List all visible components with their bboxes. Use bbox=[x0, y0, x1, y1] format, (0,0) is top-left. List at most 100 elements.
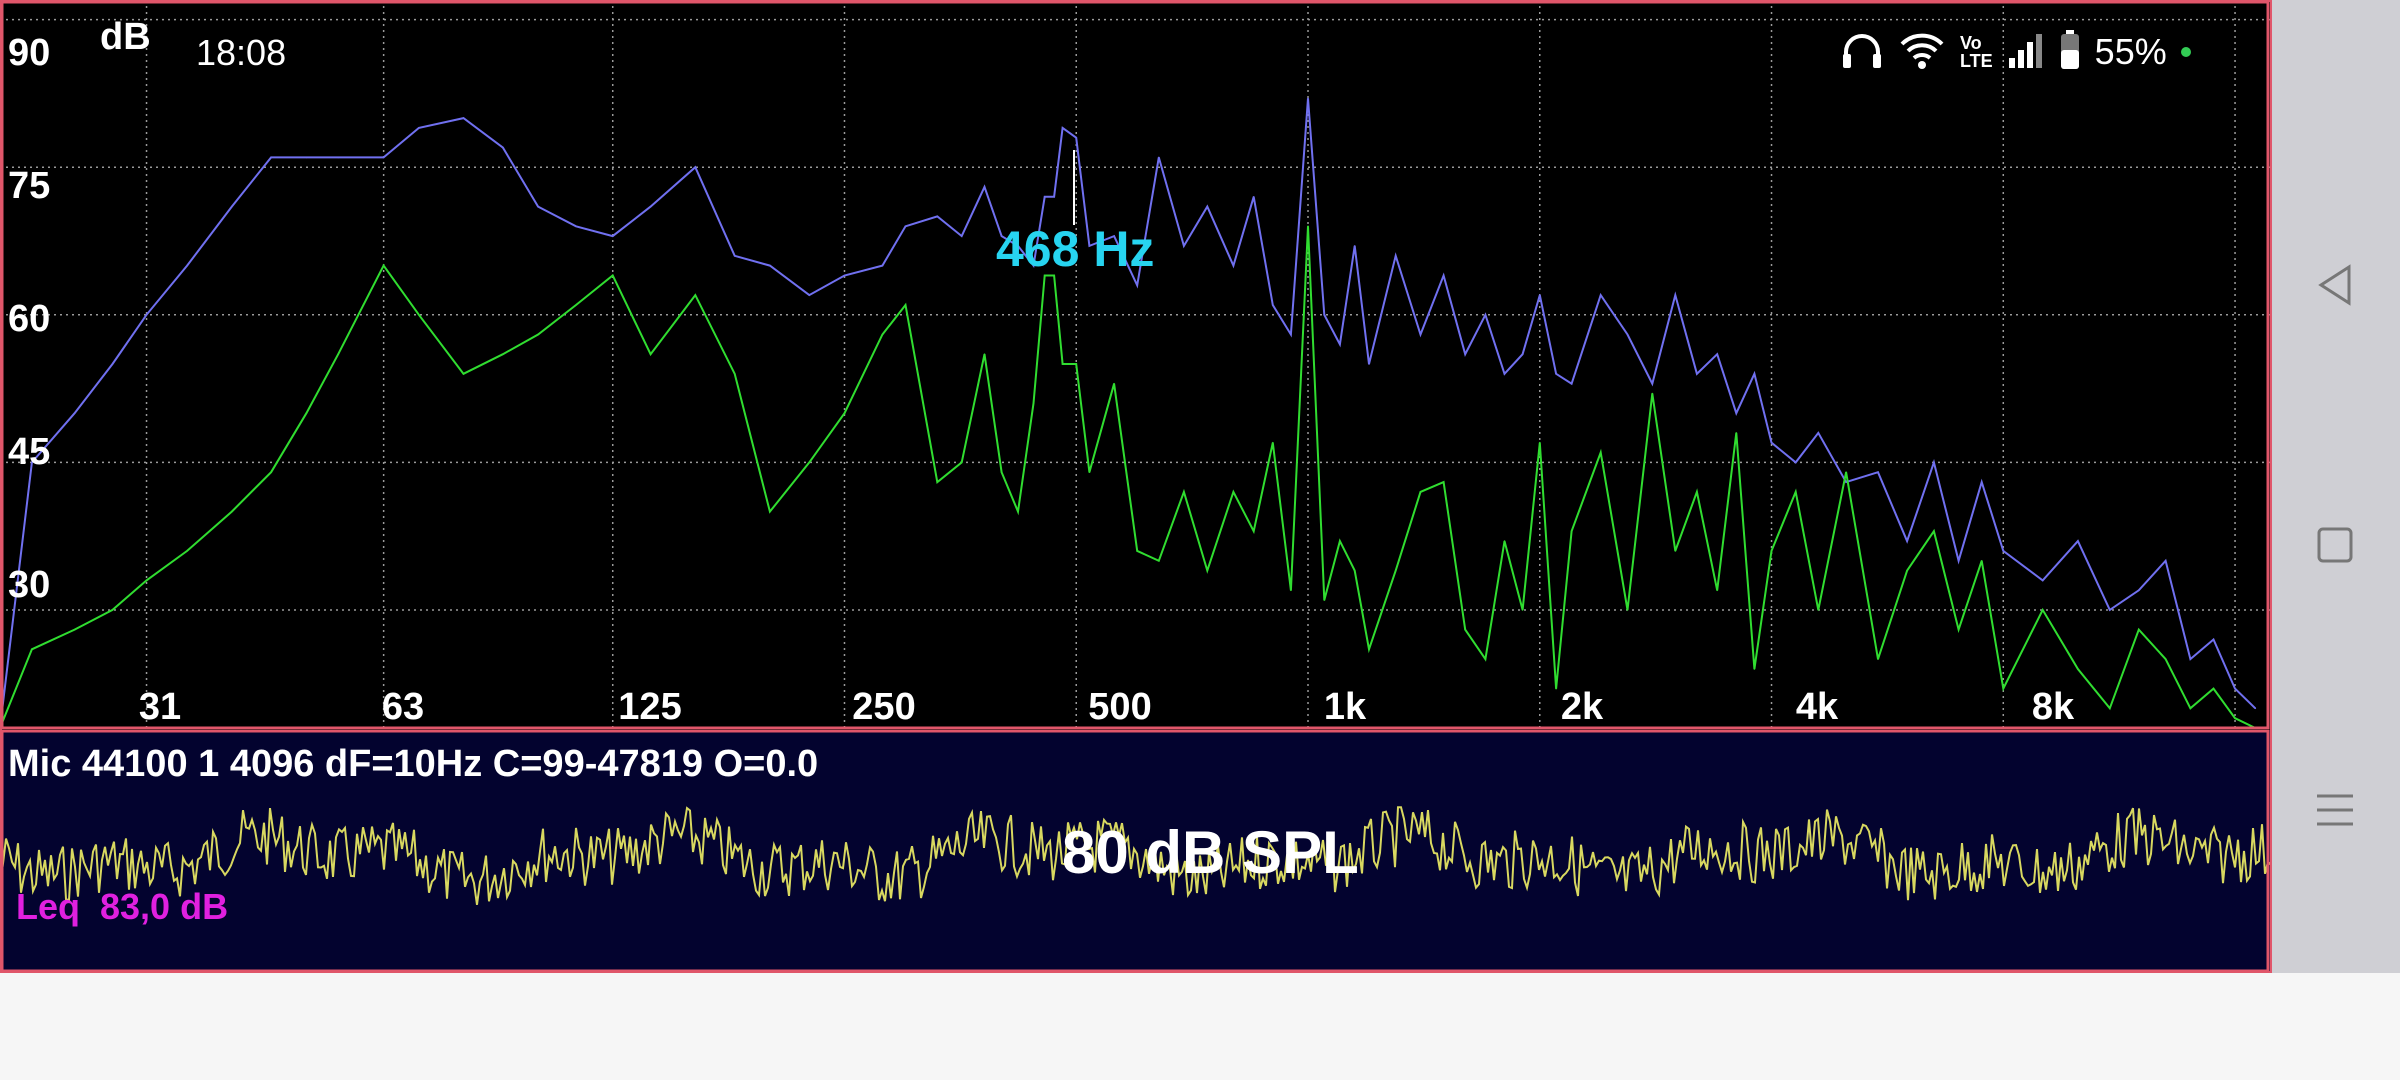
spectrum-chart[interactable] bbox=[0, 0, 2270, 730]
spectrum-series bbox=[0, 97, 2257, 729]
spectrum-point bbox=[1957, 628, 1960, 631]
spectrum-grid bbox=[0, 0, 2270, 730]
spectrum-point bbox=[843, 412, 846, 415]
spectrum-point bbox=[1053, 196, 1055, 198]
spectrum-point bbox=[1000, 471, 1003, 474]
spectrum-point bbox=[1794, 461, 1797, 464]
spectrum-point bbox=[649, 353, 652, 356]
spectrum-point bbox=[808, 294, 811, 296]
spectrum-point bbox=[1323, 599, 1326, 601]
spectrum-point bbox=[1290, 333, 1292, 336]
wifi-icon bbox=[1898, 30, 1946, 75]
spectrum-point bbox=[1980, 481, 1983, 483]
spectrum-point bbox=[1088, 245, 1091, 247]
spectrum-point bbox=[649, 205, 652, 208]
spectrum-point bbox=[936, 481, 939, 483]
spectrum-point bbox=[1484, 314, 1487, 316]
spectrum-point bbox=[1599, 294, 1602, 296]
x-tick-63: 63 bbox=[381, 686, 425, 728]
spectrum-point bbox=[418, 314, 420, 316]
home-button[interactable] bbox=[2270, 500, 2400, 590]
spectrum-point bbox=[1053, 274, 1055, 277]
spectrum-point bbox=[1113, 382, 1115, 385]
spectrum-point bbox=[1933, 461, 1935, 464]
spectrum-point bbox=[537, 205, 539, 208]
y-tick-45: 45 bbox=[8, 431, 51, 473]
spectrum-point bbox=[111, 609, 114, 611]
spectrum-point bbox=[1716, 589, 1718, 592]
spectrum-point bbox=[1339, 540, 1341, 542]
spectrum-point bbox=[1000, 235, 1003, 237]
spectrum-point bbox=[1539, 294, 1541, 296]
spectrum-point bbox=[1419, 333, 1422, 336]
battery-percent: 55% bbox=[2094, 31, 2167, 72]
spectrum-point bbox=[1252, 196, 1255, 198]
spectrum-point bbox=[1158, 156, 1160, 159]
spectrum-point bbox=[1933, 530, 1935, 532]
spectrum-point bbox=[1017, 245, 1019, 247]
spectrum-point bbox=[1088, 471, 1091, 474]
menu-button[interactable] bbox=[2270, 765, 2400, 855]
spectrum-point bbox=[2109, 707, 2111, 710]
spectrum-point bbox=[1043, 274, 1046, 277]
spectrum-point bbox=[1674, 294, 1677, 296]
spectrum-point bbox=[462, 373, 465, 375]
spectrum-point bbox=[1464, 353, 1466, 356]
spectrum-point bbox=[1307, 97, 1309, 100]
spectrum-point bbox=[983, 186, 986, 188]
spectrum-point bbox=[73, 412, 76, 415]
spectrum-point bbox=[1368, 648, 1370, 651]
spectrum-point bbox=[305, 156, 308, 159]
spectrum-border bbox=[0, 0, 2270, 730]
spectrum-point bbox=[1503, 373, 1506, 375]
mic-info-text: Mic 44100 1 4096 dF=10Hz C=99-47819 O=0.… bbox=[8, 743, 819, 785]
waveform-panel[interactable] bbox=[0, 730, 2270, 973]
leq-readout: Leq 83,0 dB bbox=[16, 886, 229, 927]
volte-icon: Vo LTE bbox=[1960, 34, 1993, 70]
spectrum-point bbox=[1394, 569, 1397, 572]
spectrum-point bbox=[337, 353, 340, 356]
spectrum-point bbox=[186, 550, 188, 552]
spectrum-point bbox=[1770, 441, 1773, 444]
menu-icon bbox=[2317, 794, 2353, 826]
spectrum-point bbox=[1626, 333, 1629, 336]
spectrum-point bbox=[1353, 245, 1356, 247]
spectrum-point bbox=[1521, 353, 1524, 356]
spectrum-point bbox=[1980, 560, 1983, 562]
spectrum-point bbox=[769, 510, 771, 513]
spectrum-point bbox=[2212, 638, 2215, 641]
spectrum-point bbox=[502, 146, 504, 149]
spectrum-point bbox=[537, 333, 539, 336]
spectrum-point bbox=[611, 235, 614, 237]
spectrum-point bbox=[1290, 589, 1292, 592]
spectrum-point bbox=[2138, 589, 2140, 592]
spectrum-point bbox=[1735, 412, 1738, 415]
spectrum-point bbox=[1136, 284, 1138, 287]
spectrum-point bbox=[1817, 432, 1820, 434]
home-icon bbox=[2317, 527, 2353, 563]
spectrum-point bbox=[1043, 196, 1046, 198]
spectrum-point bbox=[1272, 304, 1274, 306]
spectrum-point bbox=[1442, 274, 1445, 277]
y-tick-30: 30 bbox=[8, 564, 51, 606]
spectrum-point bbox=[2189, 658, 2192, 660]
y-tick-75: 75 bbox=[8, 165, 51, 207]
spectrum-point bbox=[1753, 668, 1756, 670]
spectrum-point bbox=[1136, 550, 1138, 552]
spectrum-point bbox=[1626, 609, 1629, 611]
signal-icon bbox=[2007, 32, 2045, 73]
spectrum-point bbox=[1061, 127, 1064, 129]
spectrum-point bbox=[1753, 373, 1756, 375]
spectrum-point bbox=[1307, 225, 1309, 228]
spectrum-point bbox=[2234, 717, 2236, 719]
spectrum-point bbox=[694, 166, 697, 168]
spectrum-point bbox=[111, 363, 114, 365]
spectrum-point bbox=[2109, 609, 2111, 611]
spectrum-point bbox=[1555, 687, 1557, 690]
spectrum-point bbox=[1716, 353, 1718, 356]
x-tick-4k: 4k bbox=[1795, 686, 1839, 728]
peak-frequency-label: 468 Hz bbox=[996, 221, 1155, 277]
back-button[interactable] bbox=[2270, 240, 2400, 330]
x-tick-125: 125 bbox=[618, 686, 682, 728]
spectrum-point bbox=[1183, 245, 1185, 247]
